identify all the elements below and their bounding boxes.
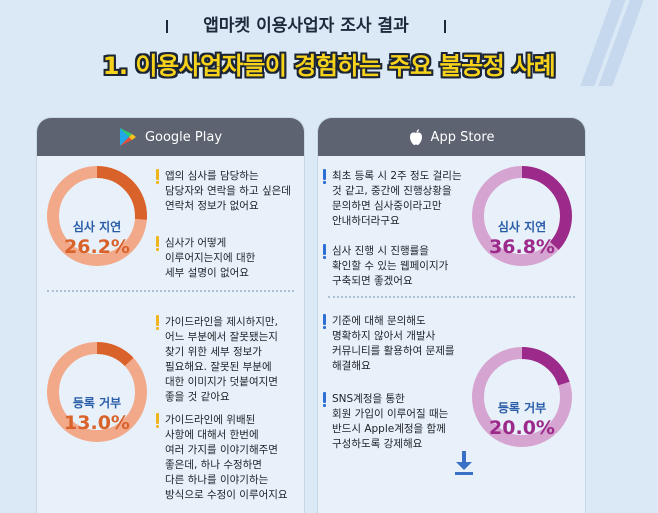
app-store-card: App Store 최초 등록 시 2주 정도 걸리는 것 같고, 중간에 진행… (318, 118, 585, 513)
donut-category: 등록 거부 (497, 401, 547, 415)
quote: SNS계정을 통한 회원 가입이 이루어질 때는 반드시 Apple계정을 함께… (323, 392, 482, 452)
donut-percent: 20.0% (489, 417, 555, 439)
quote: 가이드라인에 위배된 사항에 대해서 한번에 여러 가지를 이야기해주면 좋은데… (156, 413, 300, 503)
download-icon[interactable] (453, 451, 475, 475)
google-play-icon (119, 128, 136, 146)
donut-registration-rejection: 등록 거부 20.0% (470, 345, 574, 449)
donut-percent: 36.8% (489, 236, 555, 258)
donut-review-delay: 심사 지연 26.2% (45, 164, 149, 268)
divider (47, 290, 294, 292)
donut-category: 등록 거부 (72, 396, 122, 410)
google-play-header: Google Play (37, 118, 304, 156)
donut-arc (472, 166, 572, 266)
donut-review-delay: 심사 지연 36.8% (470, 164, 574, 268)
donut-registration-rejection: 등록 거부 13.0% (45, 340, 149, 444)
quote: 최초 등록 시 2주 정도 걸리는 것 같고, 중간에 진행상황을 문의하면 심… (323, 169, 482, 229)
donut-category: 심사 지연 (497, 220, 547, 234)
donut-arc (472, 347, 572, 447)
quote: 심사가 어떻게 이루어지는지에 대한 세부 설명이 없어요 (156, 236, 300, 281)
quote: 앱의 심사를 담당하는 담당자와 연락을 하고 싶은데 연락처 정보가 없어요 (156, 169, 300, 214)
donut-percent: 13.0% (64, 412, 130, 434)
google-play-card: Google Play 심사 지연 26.2% 앱의 심사를 담당하는 담당자와… (37, 118, 304, 513)
quote: 가이드라인을 제시하지만, 어느 부분에서 잘못됐는지 찾기 위한 세부 정보가… (156, 315, 300, 405)
divider (328, 296, 575, 298)
store-name: Google Play (144, 129, 223, 145)
section-tag: 앱마켓 이용사업자 조사 결과 (166, 12, 446, 40)
page-title: 1. 이용사업자들이 경험하는 주요 불공정 사례 (102, 52, 556, 80)
donut-category: 심사 지연 (72, 220, 122, 234)
quote: 기준에 대해 문의해도 명확하지 않아서 개발사 커뮤니티를 활용하여 문제를 … (323, 314, 482, 374)
donut-percent: 26.2% (64, 236, 130, 258)
donut-arc (47, 342, 147, 442)
quote: 심사 진행 시 진행률을 확인할 수 있는 웹페이지가 구축되면 좋겠어요 (323, 244, 482, 289)
apple-icon (409, 128, 422, 145)
app-store-header: App Store (318, 118, 585, 156)
store-name: App Store (430, 129, 495, 145)
donut-arc (47, 166, 147, 266)
